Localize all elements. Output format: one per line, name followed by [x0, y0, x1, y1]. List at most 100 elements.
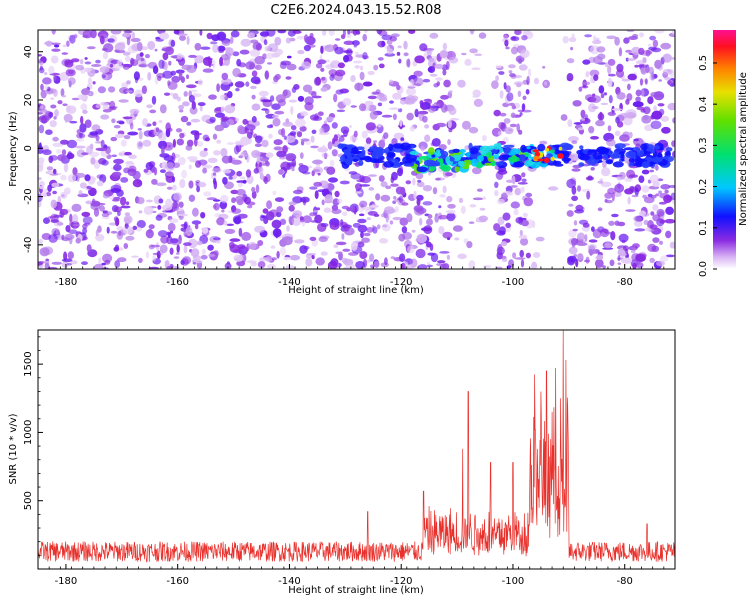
spectrogram-cell [510, 201, 520, 209]
spectrogram-cell [40, 89, 47, 99]
spectrogram-cell [254, 225, 266, 233]
spectrogram-cell [416, 233, 428, 244]
spectrogram-cell [253, 168, 259, 174]
spectrogram-cell [317, 59, 327, 65]
spectrogram-cell [145, 199, 153, 203]
spectrogram-cell [505, 85, 511, 93]
signal-cell [409, 150, 419, 156]
spectrogram-cell [594, 258, 604, 268]
spectrogram-cell [497, 130, 503, 136]
spectrogram-cell [38, 59, 42, 64]
spectrogram-cell [660, 42, 672, 50]
spectrogram-cell [84, 174, 91, 182]
spectrogram-cell [315, 76, 321, 86]
spectrogram-cell [124, 212, 131, 217]
spectrogram-cell [145, 229, 154, 239]
spectrogram-cell [51, 48, 61, 52]
spectrogram-cell [392, 92, 402, 100]
spectrogram-cell [409, 125, 415, 132]
spectrogram-cell [592, 93, 596, 97]
spectrogram-cell [434, 63, 444, 70]
spectrogram-cell [157, 230, 168, 238]
spectrogram-cell [429, 73, 438, 77]
spectrogram-cell [262, 53, 267, 60]
spectrogram-cell [621, 257, 632, 264]
spectrogram-cell [460, 205, 466, 214]
signal-cell [623, 147, 634, 151]
spectrogram-cell [272, 117, 281, 127]
spectrogram-cell [319, 127, 325, 134]
spectrogram-cell [331, 204, 339, 211]
snr-frame [37, 329, 676, 570]
spectrogram-cell [409, 79, 415, 85]
signal-cell [604, 154, 609, 161]
spectrogram-cell [273, 139, 283, 146]
signal-cell [431, 154, 436, 158]
spectrogram-cell [324, 44, 336, 52]
spectrogram-cell [518, 64, 528, 71]
spectrogram-cell [415, 248, 426, 259]
spectrogram-cell [120, 196, 127, 206]
spectrogram-cell [448, 56, 459, 64]
spectrogram-y-ticks: -40 -20 0 20 40 [23, 45, 43, 253]
spectrogram-cell [479, 207, 486, 211]
spectrogram-cell [300, 138, 310, 142]
spectrogram-cell [513, 81, 524, 86]
spectrogram-cell [212, 59, 216, 69]
spectrogram-cell [584, 34, 592, 38]
signal-cell [665, 147, 673, 152]
spectrogram-cell [175, 128, 183, 133]
spectrogram-cell [124, 30, 133, 34]
spectrogram-cell [254, 143, 262, 148]
snr-series-line [38, 330, 675, 563]
spectrogram-cell [179, 132, 185, 139]
spectrogram-cell [314, 214, 323, 224]
spectrogram-cell [136, 53, 141, 62]
spectrogram-cell [164, 61, 168, 71]
spectrogram-cell [188, 54, 197, 58]
spectrogram-cell [331, 149, 338, 157]
spectrogram-cell [369, 111, 378, 120]
signal-cell [618, 151, 625, 155]
spectrogram-cell [251, 70, 258, 77]
signal-cell [563, 157, 570, 164]
spectrogram-cell [566, 178, 577, 189]
spectrogram-cell [320, 251, 328, 256]
spectrogram-cell [400, 98, 406, 105]
spectrogram-cell [435, 122, 447, 128]
spectrogram-cell [469, 48, 478, 54]
spectrogram-cell [263, 176, 268, 185]
spectrogram-cell [511, 36, 517, 40]
spectrogram-cell [52, 136, 59, 142]
spectrogram-cell [649, 174, 659, 183]
spectrogram-cell [176, 53, 183, 60]
spectrogram-cell [173, 162, 180, 168]
spectrogram-cell [357, 82, 360, 92]
spectrogram-cell [423, 225, 433, 235]
spectrogram-cell [347, 30, 351, 35]
spectrogram-cell [385, 185, 392, 190]
spectrogram-cell [208, 94, 217, 100]
spectrogram-cell [212, 133, 218, 140]
signal-cell [416, 166, 428, 173]
spectrogram-cell [649, 224, 658, 230]
spectrogram-cell [239, 49, 250, 55]
spectrogram-cell [183, 91, 188, 97]
spectrogram-cell [478, 215, 488, 222]
spectrogram-cell [69, 236, 73, 245]
spectrogram-cell [389, 220, 394, 225]
spectrogram-cell [607, 77, 613, 88]
spectrogram-cell [376, 224, 381, 230]
spectrogram-cell [384, 52, 396, 57]
spectrogram-cell [64, 61, 74, 68]
spectrogram-cell [590, 95, 602, 103]
spectrogram-cell [398, 195, 404, 204]
spectrogram-cell [424, 134, 431, 143]
spectrogram-cell [48, 111, 54, 118]
spectrogram-cell [135, 226, 142, 232]
spectrogram-cell [390, 183, 399, 187]
spectrogram-cell [258, 162, 263, 168]
spectrogram-cell [217, 45, 226, 52]
signal-cell [418, 155, 430, 160]
spectrogram-cell [423, 52, 428, 58]
